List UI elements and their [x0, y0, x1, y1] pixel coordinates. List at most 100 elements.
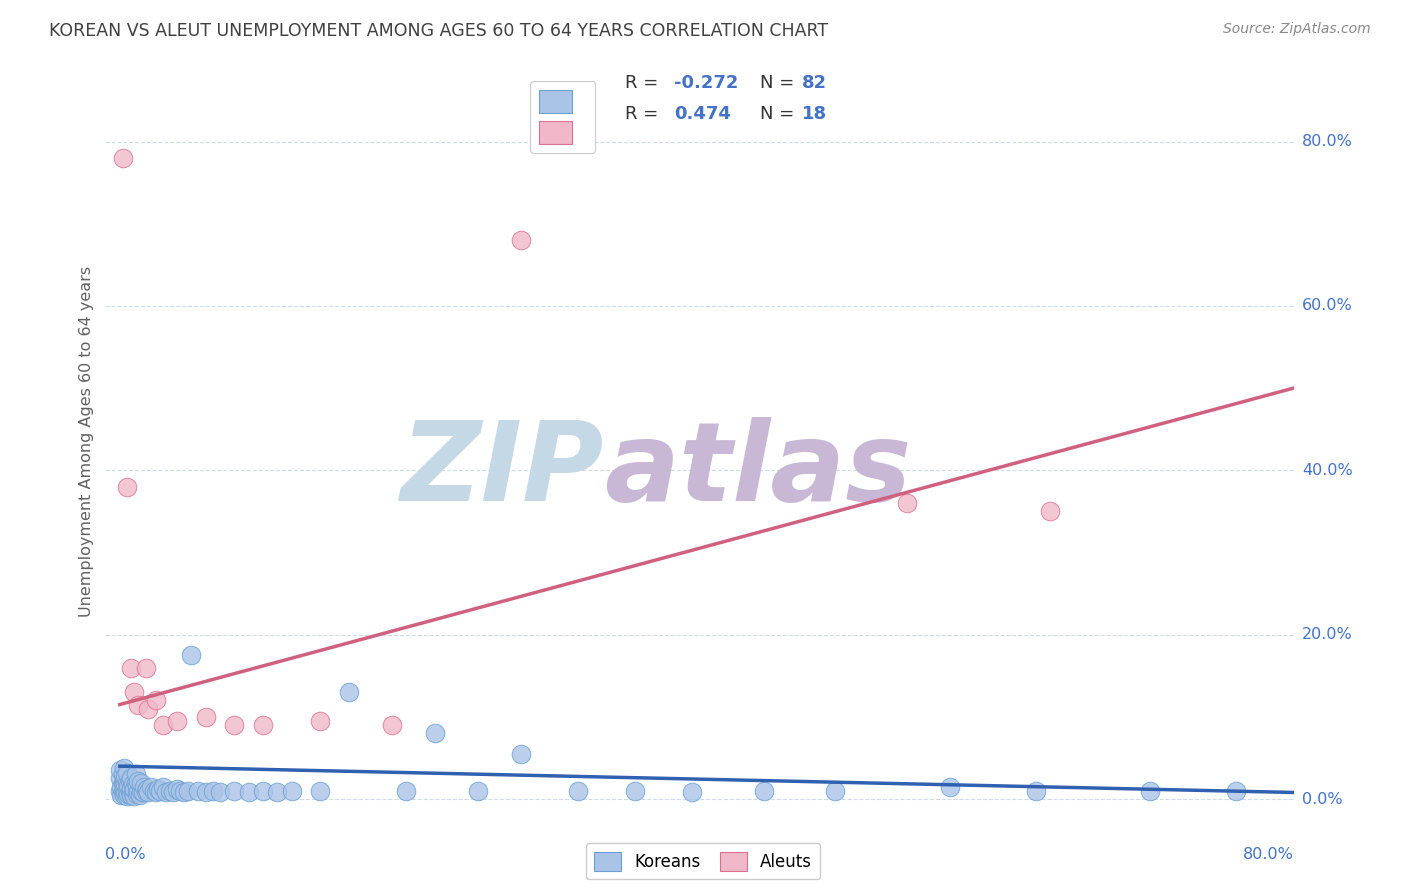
Point	[224, 784, 246, 798]
Point	[131, 785, 153, 799]
Point	[114, 785, 136, 799]
Point	[309, 784, 332, 798]
Point	[128, 788, 150, 802]
Point	[155, 785, 177, 799]
Point	[115, 789, 138, 803]
Point	[132, 780, 155, 794]
Point	[180, 648, 202, 663]
Point	[114, 769, 136, 783]
Point	[110, 780, 132, 794]
Point	[115, 765, 138, 780]
Point	[136, 782, 159, 797]
Point	[567, 784, 589, 798]
Point	[194, 710, 217, 724]
Text: 80.0%: 80.0%	[1302, 134, 1353, 149]
Point	[141, 780, 163, 794]
Point	[108, 772, 131, 786]
Point	[118, 785, 141, 799]
Point	[125, 787, 148, 801]
Point	[177, 784, 200, 798]
Point	[115, 480, 138, 494]
Point	[122, 789, 145, 803]
Point	[337, 685, 360, 699]
Point	[1039, 504, 1062, 518]
Point	[117, 787, 139, 801]
Point	[238, 785, 260, 799]
Point	[381, 718, 404, 732]
Legend: , : ,	[530, 81, 595, 153]
Point	[138, 785, 160, 799]
Point	[681, 785, 703, 799]
Text: 0.0%: 0.0%	[105, 847, 146, 863]
Point	[395, 784, 418, 798]
Text: 20.0%: 20.0%	[1302, 627, 1353, 642]
Point	[124, 775, 146, 789]
Text: -0.272: -0.272	[673, 74, 738, 92]
Point	[120, 660, 142, 674]
Text: atlas: atlas	[605, 417, 912, 524]
Point	[252, 784, 274, 798]
Point	[752, 784, 775, 798]
Point	[114, 777, 136, 791]
Point	[509, 747, 531, 761]
Point	[117, 779, 139, 793]
Point	[135, 784, 157, 798]
Text: 60.0%: 60.0%	[1302, 299, 1353, 313]
Text: 0.474: 0.474	[673, 105, 731, 123]
Point	[120, 771, 142, 785]
Point	[121, 777, 143, 791]
Point	[252, 718, 274, 732]
Point	[120, 780, 142, 795]
Point	[624, 784, 647, 798]
Point	[280, 784, 302, 798]
Point	[122, 782, 145, 797]
Point	[145, 693, 167, 707]
Point	[896, 496, 918, 510]
Point	[108, 784, 131, 798]
Point	[187, 784, 209, 798]
Text: N =: N =	[761, 74, 800, 92]
Point	[125, 779, 148, 793]
Point	[1025, 784, 1047, 798]
Point	[112, 761, 135, 775]
Point	[1139, 784, 1161, 798]
Point	[122, 685, 145, 699]
Point	[939, 780, 962, 794]
Point	[143, 784, 166, 798]
Point	[173, 785, 195, 799]
Point	[108, 764, 131, 778]
Point	[121, 786, 143, 800]
Text: 0.0%: 0.0%	[1302, 791, 1343, 806]
Point	[135, 660, 157, 674]
Point	[110, 788, 132, 802]
Point	[266, 785, 288, 799]
Point	[115, 784, 138, 798]
Text: 82: 82	[801, 74, 827, 92]
Point	[138, 701, 160, 715]
Point	[115, 775, 138, 789]
Point	[208, 785, 231, 799]
Point	[423, 726, 446, 740]
Point	[201, 784, 224, 798]
Point	[111, 775, 134, 789]
Point	[1225, 784, 1247, 798]
Point	[149, 784, 172, 798]
Text: ZIP: ZIP	[401, 417, 605, 524]
Point	[111, 785, 134, 799]
Point	[112, 788, 135, 802]
Point	[127, 785, 149, 799]
Point	[824, 784, 846, 798]
Point	[129, 775, 152, 789]
Y-axis label: Unemployment Among Ages 60 to 64 years: Unemployment Among Ages 60 to 64 years	[79, 266, 94, 617]
Point	[309, 714, 332, 728]
Text: Source: ZipAtlas.com: Source: ZipAtlas.com	[1223, 22, 1371, 37]
Point	[145, 785, 167, 799]
Text: N =: N =	[761, 105, 800, 123]
Text: R =: R =	[626, 74, 665, 92]
Text: R =: R =	[626, 105, 671, 123]
Point	[166, 714, 188, 728]
Point	[162, 785, 184, 799]
Point	[194, 785, 217, 799]
Text: KOREAN VS ALEUT UNEMPLOYMENT AMONG AGES 60 TO 64 YEARS CORRELATION CHART: KOREAN VS ALEUT UNEMPLOYMENT AMONG AGES …	[49, 22, 828, 40]
Text: 80.0%: 80.0%	[1243, 847, 1294, 863]
